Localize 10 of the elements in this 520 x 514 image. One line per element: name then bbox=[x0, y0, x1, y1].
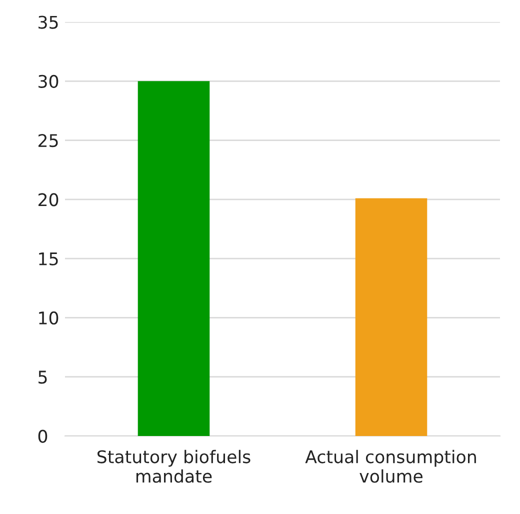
y-tick-label: 35 bbox=[38, 16, 58, 29]
x-tick-label: Actual consumption volume bbox=[305, 450, 476, 483]
y-tick-label: 20 bbox=[38, 193, 58, 206]
y-tick-label: 25 bbox=[38, 134, 58, 148]
x-tick-label: Statutory biofuels mandate bbox=[98, 450, 250, 483]
y-tick-label: 15 bbox=[39, 252, 58, 266]
y-tick-label: 0 bbox=[38, 430, 48, 443]
y-tick-label: 10 bbox=[39, 311, 58, 325]
y-tick-label: 5 bbox=[38, 370, 47, 384]
y-tick-label: 30 bbox=[38, 74, 58, 88]
